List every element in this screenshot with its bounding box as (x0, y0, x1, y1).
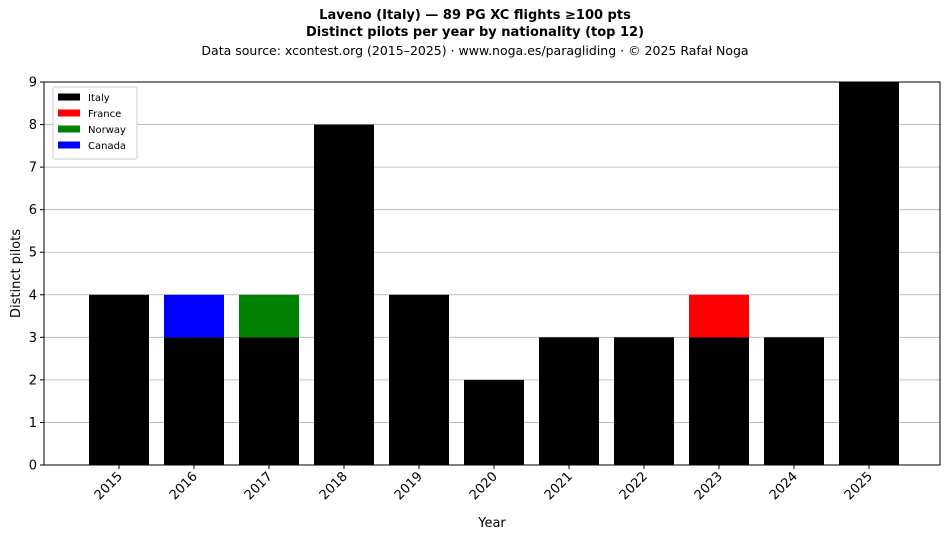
legend-box (52, 86, 138, 160)
bar-italy-2025 (839, 82, 899, 465)
bar-norway-2017 (239, 294, 299, 338)
plot-frame (43, 81, 941, 466)
legend-swatch-norway (58, 125, 80, 133)
bar-italy-2019 (389, 294, 449, 465)
bar-italy-2016 (164, 337, 224, 465)
bar-italy-2018 (314, 124, 374, 466)
y-tick-label: 9 (29, 76, 37, 91)
bar-italy-2024 (764, 337, 824, 465)
y-tick-label: 1 (29, 416, 37, 431)
x-tick-label: 2024 (767, 469, 801, 503)
legend-swatch-canada (58, 141, 80, 149)
x-tick-label: 2019 (392, 469, 426, 503)
x-axis-label: Year (477, 516, 506, 531)
y-tick-label: 3 (29, 331, 37, 346)
bar-italy-2020 (464, 379, 524, 465)
x-tick-label: 2025 (842, 469, 876, 503)
x-tick-label: 2023 (692, 469, 726, 503)
legend-swatch-italy (58, 93, 80, 101)
x-tick-label: 2017 (242, 469, 276, 503)
y-tick-label: 6 (29, 203, 37, 218)
legend-label-italy: Italy (88, 93, 110, 104)
legend-label-france: France (88, 109, 121, 120)
y-tick-label: 8 (29, 118, 37, 133)
bar-italy-2015 (89, 294, 149, 465)
x-tick-label: 2015 (92, 469, 126, 503)
bar-canada-2016 (164, 294, 224, 338)
legend-label-norway: Norway (88, 125, 126, 136)
chart-title: Laveno (Italy) — 89 PG XC flights ≥100 p… (319, 8, 631, 23)
bar-italy-2022 (614, 337, 674, 465)
bars (89, 82, 899, 466)
legend-swatch-france (58, 109, 80, 117)
bar-italy-2023 (689, 337, 749, 465)
bar-france-2023 (689, 294, 749, 338)
x-tick-label: 2018 (317, 469, 351, 503)
chart-subtitle: Distinct pilots per year by nationality … (305, 25, 645, 40)
x-tick-label: 2022 (617, 469, 651, 503)
y-tick-label: 7 (29, 161, 37, 176)
data-source-note: Data source: xcontest.org (2015–2025) · … (201, 43, 749, 58)
x-tick-label: 2020 (467, 469, 501, 503)
bar-italy-2021 (539, 337, 599, 465)
legend-label-canada: Canada (88, 141, 126, 152)
legend: Italy France Norway Canada (52, 86, 138, 160)
bar-italy-2017 (239, 337, 299, 465)
x-tick-label: 2021 (542, 469, 576, 503)
y-tick-label: 0 (29, 459, 37, 474)
y-axis-label: Distinct pilots (9, 229, 24, 318)
x-axis: 2015 2016 2017 2018 2019 2020 2021 2022 2023 2024… (92, 465, 876, 503)
x-tick-label: 2016 (167, 469, 201, 503)
y-tick-label: 2 (29, 373, 37, 388)
y-tick-label: 5 (29, 246, 37, 261)
y-axis: 0 1 2 3 4 5 6 7 8 9 (29, 76, 44, 474)
y-tick-label: 4 (29, 288, 37, 303)
